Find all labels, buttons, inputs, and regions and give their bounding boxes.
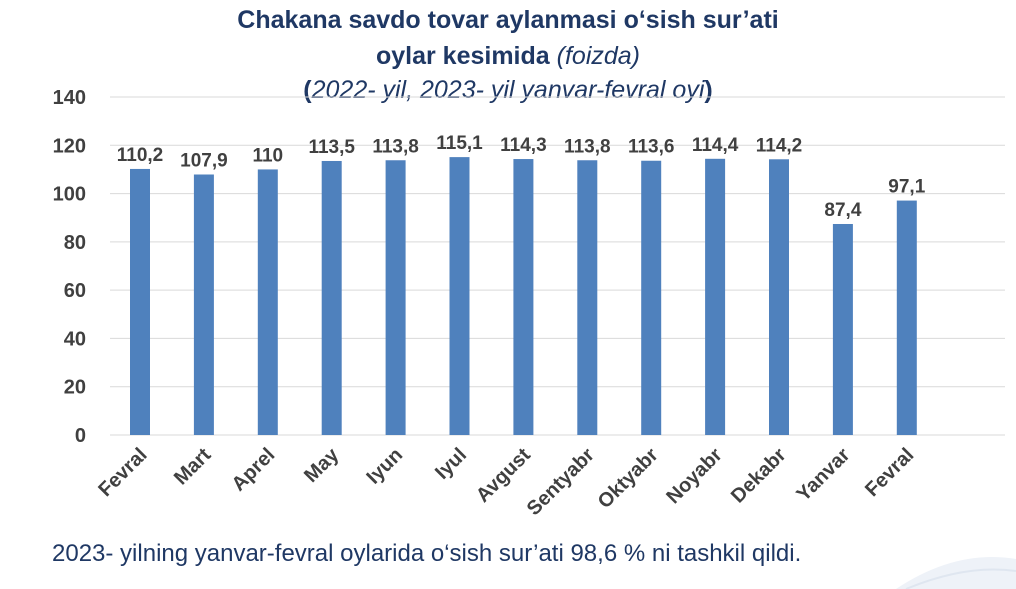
data-label: 97,1 <box>888 177 925 198</box>
period-text: 2022- yil, 2023- yil yanvar-fevral oyi <box>311 76 705 104</box>
bar <box>257 169 278 435</box>
bar <box>130 168 150 435</box>
period-close-paren: ) <box>704 76 713 104</box>
y-tick-label: 20 <box>64 377 86 399</box>
data-label: 110 <box>252 145 283 166</box>
bar <box>769 159 789 435</box>
footnote: 2023- yilning yanvar-fevral oylarida o‘s… <box>52 540 802 567</box>
data-label: 113,8 <box>564 136 611 157</box>
data-label: 114,3 <box>500 135 547 156</box>
x-tick-label: Yanvar <box>792 444 854 506</box>
y-tick-label: 120 <box>53 135 86 157</box>
bar <box>449 157 470 435</box>
y-tick-label: 60 <box>64 280 86 302</box>
data-label: 110,2 <box>117 145 164 166</box>
bar <box>577 160 598 436</box>
chart-subtitle: oylar kesimida (foizda) <box>0 42 1016 71</box>
bar <box>832 223 853 435</box>
data-label: 115,1 <box>436 133 483 154</box>
chart-period: (2022- yil, 2023- yil yanvar-fevral oyi) <box>0 76 1016 105</box>
y-tick-label: 80 <box>64 232 86 254</box>
x-tick-label: Mart <box>170 444 216 490</box>
x-tick-label: Avgust <box>472 444 535 507</box>
chart-title: Chakana savdo tovar aylanmasi o‘sish sur… <box>237 6 779 34</box>
period-open-paren: ( <box>303 76 312 104</box>
y-tick-label: 140 <box>53 87 86 109</box>
bar <box>513 159 534 435</box>
gridlines <box>110 96 1005 436</box>
bar <box>705 158 726 435</box>
data-label: 114,4 <box>692 135 739 156</box>
data-label: 113,8 <box>372 136 419 157</box>
y-tick-label: 40 <box>64 328 86 350</box>
bars <box>130 157 917 436</box>
x-tick-label: Fevral <box>861 444 918 501</box>
bar <box>193 174 214 435</box>
data-label: 107,9 <box>180 150 228 171</box>
x-tick-label: Iyul <box>431 444 471 484</box>
bar <box>321 160 342 435</box>
data-label: 113,5 <box>308 137 355 158</box>
data-labels: 110,2 107,9 110 113,5 113,8 115,1 114,3 113,8 11… <box>117 133 926 221</box>
y-tick-label: 0 <box>75 425 86 447</box>
y-axis-ticks: 0 20 40 60 80 100 120 140 <box>53 87 86 447</box>
data-label: 114,2 <box>756 135 803 156</box>
x-tick-label: Sentyabr <box>523 444 599 520</box>
x-tick-label: May <box>300 443 344 487</box>
bar <box>896 200 917 435</box>
subtitle-unit: (foizda) <box>556 42 641 70</box>
x-tick-label: Dekabr <box>727 444 791 508</box>
data-label: 113,6 <box>628 137 675 158</box>
data-label: 87,4 <box>824 200 861 221</box>
decorative-wave-icon <box>896 557 1016 589</box>
x-tick-label: Noyabr <box>662 444 726 508</box>
x-tick-label: Iyun <box>362 444 407 489</box>
x-axis-ticks: Fevral Mart Aprel May Iyun Iyul AvgustSentyabr… <box>94 443 918 520</box>
bar <box>641 160 662 436</box>
bar <box>385 160 406 436</box>
x-tick-label: Fevral <box>94 444 151 501</box>
x-tick-label: Oktyabr <box>594 444 663 513</box>
x-tick-label: Aprel <box>228 444 280 496</box>
y-tick-label: 100 <box>53 184 86 206</box>
subtitle-bold: oylar kesimida <box>375 42 550 70</box>
